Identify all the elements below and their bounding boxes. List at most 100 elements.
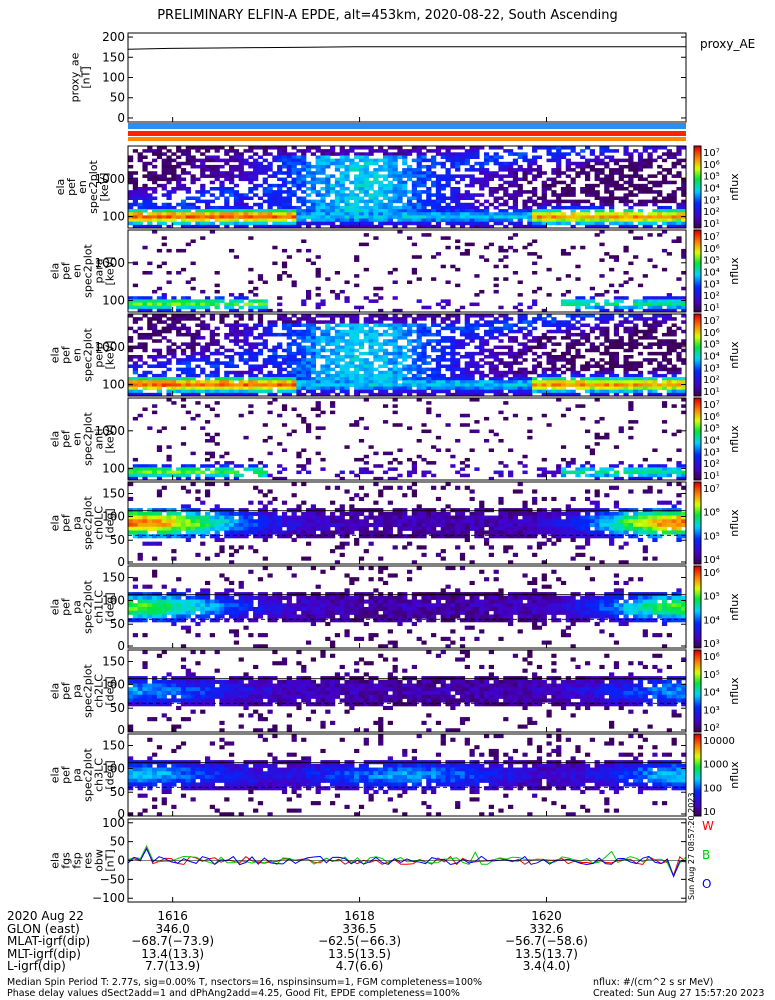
energy-spec-1-cell — [291, 183, 297, 188]
energy-spec-3-cell — [315, 380, 321, 384]
energy-spec-1-cell — [416, 168, 422, 172]
energy-spec-3-cell — [407, 314, 413, 318]
energy-spec-4-cell — [219, 464, 225, 468]
energy-spec-3-cell — [407, 332, 413, 337]
energy-spec-4-cell — [204, 432, 211, 437]
energy-spec-3-cell — [431, 345, 437, 350]
energy-spec-1-cell — [676, 174, 682, 178]
energy-spec-1-cell — [522, 171, 528, 175]
energy-spec-1-cell — [358, 199, 365, 204]
energy-spec-1-cell — [248, 196, 254, 201]
energy-spec-1-cell — [204, 174, 211, 178]
energy-spec-3-cell — [642, 386, 648, 391]
energy-spec-1-cell — [301, 199, 307, 204]
energy-spec-3-cell — [262, 380, 268, 384]
energy-spec-3-cell — [354, 392, 360, 397]
energy-spec-3-cell — [229, 326, 235, 331]
energy-spec-2-cell — [628, 230, 634, 234]
energy-spec-2-cell — [512, 248, 519, 253]
energy-spec-1-cell — [219, 171, 225, 175]
energy-spec-1-cell — [536, 146, 543, 150]
energy-spec-3-cell — [637, 383, 644, 387]
energy-spec-1-cell — [657, 171, 663, 175]
energy-spec-1-cell — [599, 209, 605, 213]
energy-spec-3-cell — [584, 323, 591, 328]
energy-spec-3-cell — [238, 370, 244, 375]
energy-spec-2-cell — [248, 305, 254, 310]
energy-spec-1-cell — [281, 146, 288, 150]
energy-spec-3-cell — [464, 377, 470, 381]
energy-spec-1-cell — [589, 152, 595, 156]
energy-spec-3-cell — [488, 348, 494, 353]
energy-spec-3-cell — [387, 392, 393, 397]
energy-spec-3-cell — [229, 380, 235, 384]
energy-spec-3-cell — [469, 355, 475, 359]
energy-spec-3-cell — [315, 320, 321, 324]
energy-spec-1-cell — [368, 215, 374, 219]
energy-spec-3-cell — [676, 386, 682, 391]
energy-spec-3-cell — [479, 339, 485, 343]
energy-spec-1-cell — [305, 209, 312, 213]
energy-spec-1-cell — [142, 190, 148, 194]
energy-spec-1-cell — [339, 177, 345, 182]
energy-spec-3-cell — [594, 326, 600, 331]
energy-spec-1-cell — [373, 215, 379, 219]
energy-spec-2-colorbar-seg-0 — [694, 230, 701, 233]
energy-spec-3-cell — [556, 355, 562, 359]
energy-spec-2-cell — [435, 302, 442, 307]
energy-spec-3-cell — [378, 380, 384, 384]
energy-spec-3-cell — [204, 323, 211, 328]
energy-spec-3-cell — [431, 370, 437, 375]
energy-spec-1-cell — [281, 177, 288, 182]
energy-spec-3-colorbar-seg-19 — [694, 352, 701, 356]
energy-spec-4-cell — [253, 467, 259, 471]
energy-spec-3-cell — [551, 358, 557, 362]
energy-spec-3-cell — [637, 373, 644, 378]
energy-spec-3-cell — [426, 373, 432, 378]
energy-spec-3-cell — [171, 377, 177, 381]
energy-spec-2-colorbar-seg-24 — [694, 279, 701, 282]
energy-spec-3-cell — [512, 339, 519, 343]
energy-spec-3-cell — [416, 380, 422, 384]
energy-spec-1-cell — [416, 177, 422, 182]
energy-spec-4-cell — [128, 467, 134, 471]
energy-spec-3-cell — [508, 336, 514, 340]
energy-spec-4-cell — [209, 435, 215, 440]
energy-spec-3-cell — [305, 326, 312, 331]
energy-spec-1-cell — [286, 193, 292, 197]
energy-spec-1-cell — [128, 221, 134, 226]
energy-spec-1-cell — [176, 174, 182, 178]
energy-spec-1-cell — [171, 158, 177, 163]
energy-spec-1-cell — [195, 209, 201, 213]
energy-spec-3-cell — [334, 358, 341, 362]
energy-spec-1-cell — [671, 193, 677, 197]
energy-spec-2-cell — [589, 299, 595, 303]
energy-spec-3-cell — [623, 389, 629, 394]
energy-spec-3-cell — [666, 342, 672, 346]
energy-spec-3-cell — [498, 332, 504, 337]
energy-spec-3-cell — [267, 332, 273, 337]
energy-spec-3-cell — [397, 361, 403, 365]
energy-spec-1-cell — [397, 180, 403, 185]
energy-spec-1-cell — [647, 190, 653, 194]
energy-spec-1-cell — [589, 164, 595, 169]
energy-spec-1-cell — [416, 155, 422, 160]
energy-spec-3-cell — [334, 342, 341, 346]
energy-spec-3-cell — [416, 389, 422, 394]
energy-spec-3-cell — [277, 345, 283, 350]
energy-spec-1-cell — [344, 155, 350, 160]
energy-spec-3-cell — [286, 332, 292, 337]
energy-spec-2-cell — [676, 239, 682, 244]
energy-spec-3-cell — [570, 380, 576, 384]
energy-spec-3-cell — [305, 332, 312, 337]
energy-spec-1-cell — [599, 171, 605, 175]
energy-spec-3-cell — [354, 314, 360, 318]
energy-spec-2-cell — [132, 302, 139, 307]
energy-spec-1-cell — [411, 168, 418, 172]
energy-spec-1-colorbar-seg-15 — [694, 176, 701, 180]
energy-spec-2-cell — [152, 230, 158, 234]
energy-spec-1-cell — [354, 168, 360, 172]
energy-spec-3-cell — [474, 367, 480, 372]
energy-spec-3-cell — [305, 317, 312, 321]
energy-spec-1-cell — [575, 202, 581, 207]
